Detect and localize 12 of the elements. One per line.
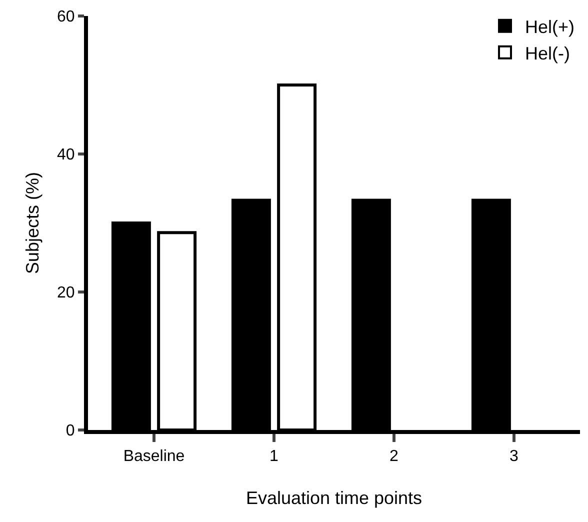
y-tick-label: 60 <box>57 8 75 26</box>
y-tick-label: 0 <box>66 422 75 440</box>
x-tick-label: 1 <box>270 448 279 466</box>
x-tick-label: 2 <box>390 448 399 466</box>
x-tick-label: Baseline <box>123 448 185 466</box>
y-axis-title: Subjects (%) <box>22 172 43 274</box>
x-tick-label: 3 <box>510 448 519 466</box>
y-tick-label: 20 <box>57 284 75 302</box>
legend-label: Hel(-) <box>525 43 570 64</box>
legend-label: Hel(+) <box>525 16 575 37</box>
y-tick-label: 40 <box>57 146 75 164</box>
x-axis-title: Evaluation time points <box>246 488 422 508</box>
